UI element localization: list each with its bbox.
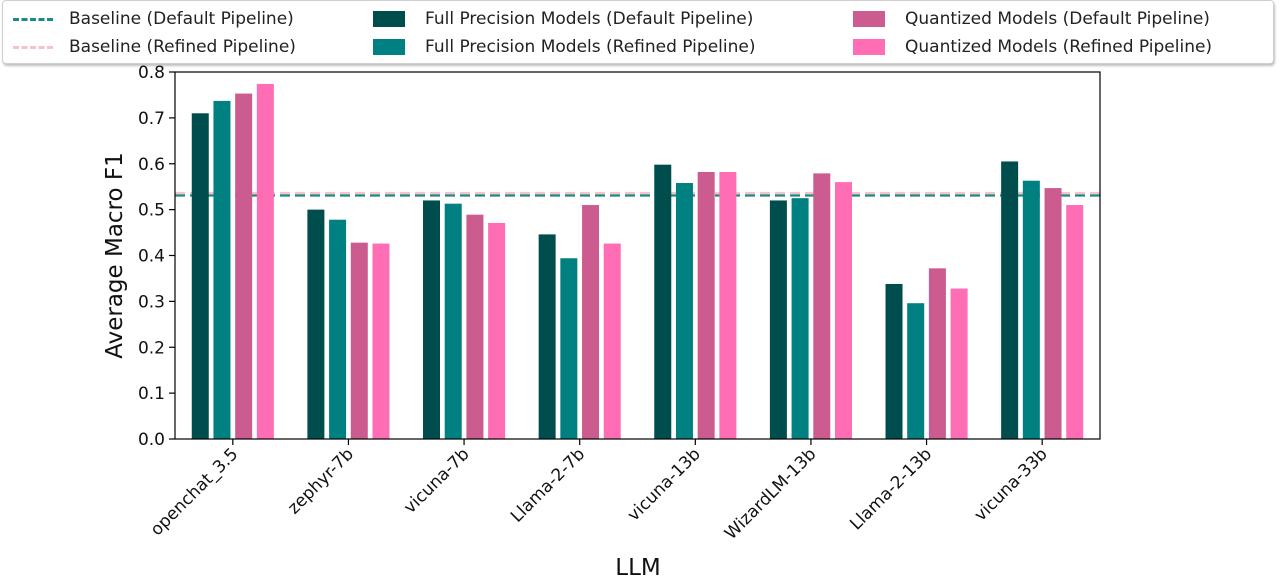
y-axis: 0.0 0.1 0.2 0.3 0.4 0.5 0.6 0.7 0.8 — [138, 63, 175, 450]
bar — [834, 182, 852, 439]
baseline-lines — [175, 191, 1100, 197]
legend-swatch — [13, 45, 53, 49]
x-tick-label: zephyr-7b — [284, 444, 358, 518]
x-tick-label: WizardLM-13b — [721, 444, 820, 543]
bar — [560, 258, 578, 439]
bar — [372, 243, 390, 439]
x-tick-label: Llama-2-13b — [846, 444, 936, 534]
legend-label: Full Precision Models (Refined Pipeline) — [425, 37, 756, 57]
bar — [1001, 161, 1019, 440]
legend-item-baseline-refined: Baseline (Refined Pipeline) — [13, 36, 296, 58]
bar — [1044, 188, 1062, 439]
plot-frame — [174, 71, 1101, 440]
legend-swatch — [373, 39, 405, 55]
x-tick-label: vicuna-33b — [971, 444, 1052, 525]
x-axis-label: LLM — [615, 555, 660, 579]
y-tick-label: 0.5 — [138, 201, 165, 221]
legend-item-fp-refined: Full Precision Models (Refined Pipeline) — [369, 36, 755, 58]
bar — [423, 200, 441, 439]
bar — [719, 172, 737, 439]
bar — [769, 200, 787, 439]
bar — [950, 288, 968, 439]
legend-item-q-refined: Quantized Models (Refined Pipeline) — [849, 36, 1212, 58]
bar — [213, 100, 231, 440]
bar — [307, 209, 325, 439]
bar — [256, 83, 274, 440]
bar — [1022, 180, 1040, 439]
bar — [603, 243, 621, 439]
y-tick-label: 0.3 — [138, 292, 165, 312]
legend-item-baseline-default: Baseline (Default Pipeline) — [13, 8, 294, 30]
legend-item-q-default: Quantized Models (Default Pipeline) — [849, 8, 1210, 30]
bar — [466, 214, 484, 439]
legend-swatch — [853, 39, 885, 55]
x-tick-label: vicuna-13b — [624, 444, 705, 525]
y-tick-label: 0.4 — [138, 247, 165, 267]
bar — [907, 303, 925, 439]
bar — [582, 205, 600, 439]
x-tick-label: openchat_3.5 — [147, 444, 243, 540]
y-tick-label: 0.6 — [138, 155, 165, 175]
bar — [329, 219, 347, 439]
y-tick-label: 0.1 — [138, 384, 165, 404]
bar — [885, 283, 903, 439]
bars — [191, 83, 1084, 440]
bar — [654, 164, 672, 440]
y-axis-label: Average Macro F1 — [102, 152, 128, 359]
legend-label: Quantized Models (Default Pipeline) — [905, 9, 1210, 29]
legend-label: Baseline (Refined Pipeline) — [69, 37, 296, 57]
legend-swatch — [853, 11, 885, 27]
legend-swatch — [373, 11, 405, 27]
legend-label: Quantized Models (Refined Pipeline) — [905, 37, 1213, 57]
bar — [928, 268, 946, 439]
legend: Baseline (Default Pipeline) Baseline (Re… — [2, 0, 1274, 64]
bar — [697, 172, 715, 439]
bar — [791, 198, 809, 439]
legend-item-fp-default: Full Precision Models (Default Pipeline) — [369, 8, 753, 30]
bar — [488, 222, 506, 439]
legend-label: Full Precision Models (Default Pipeline) — [425, 9, 754, 29]
y-tick-label: 0.7 — [138, 109, 165, 129]
bar — [350, 242, 368, 439]
bar — [1066, 205, 1084, 439]
x-tick-label: Llama-2-7b — [507, 444, 589, 526]
y-tick-label: 0.0 — [138, 430, 165, 450]
bar — [813, 173, 831, 440]
bar — [675, 183, 693, 439]
x-axis: openchat_3.5 zephyr-7b vicuna-7b Llama-2-7b… — [147, 439, 1052, 544]
legend-label: Baseline (Default Pipeline) — [69, 9, 294, 29]
legend-swatch — [13, 17, 53, 21]
y-tick-label: 0.2 — [138, 338, 165, 358]
bar — [538, 234, 556, 439]
y-tick-label: 0.8 — [138, 63, 165, 83]
bar — [444, 203, 462, 439]
bar — [191, 113, 209, 439]
x-tick-label: vicuna-7b — [400, 444, 473, 517]
bar — [235, 93, 253, 439]
